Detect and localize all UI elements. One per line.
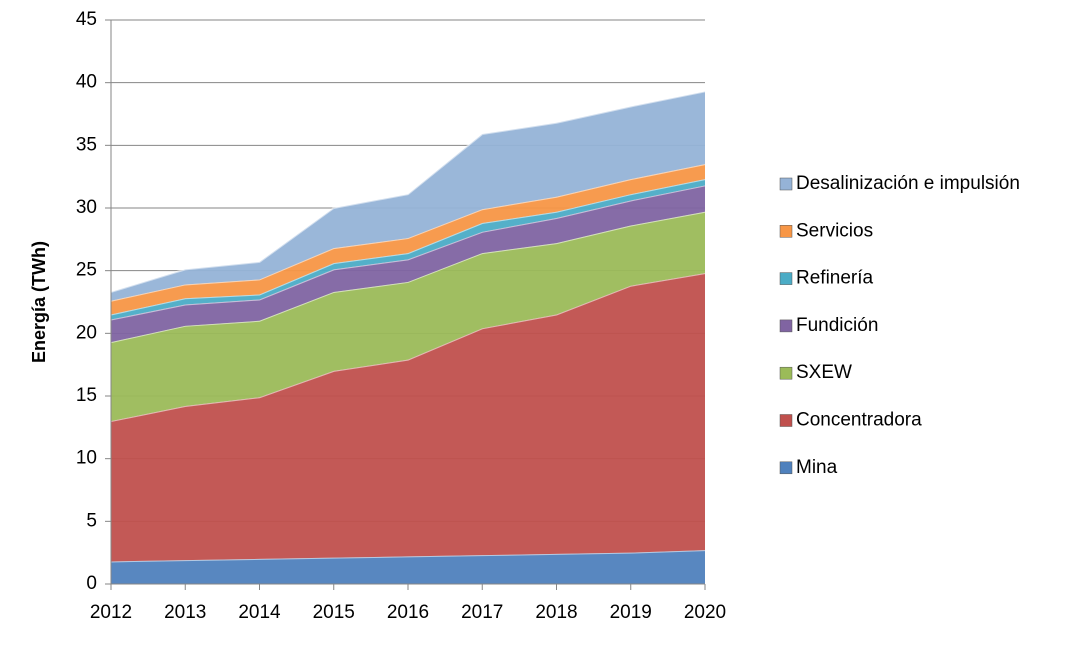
y-tick-label: 10: [76, 448, 97, 469]
x-tick-label: 2017: [461, 602, 503, 623]
legend-label: Servicios: [796, 220, 873, 241]
y-tick-label: 30: [76, 197, 97, 218]
y-tick-label: 15: [76, 385, 97, 406]
y-tick-label: 40: [76, 72, 97, 93]
legend-label: Desalinización e impulsión: [796, 173, 1020, 194]
y-tick-label: 35: [76, 134, 97, 155]
area-top-edge: [110, 90, 706, 293]
area: [111, 273, 705, 562]
area: [111, 91, 705, 301]
x-tick-label: 2015: [313, 602, 355, 623]
area: [111, 211, 705, 422]
area: [111, 164, 705, 315]
y-tick-label: 25: [76, 260, 97, 281]
y-tick-label: 20: [76, 322, 97, 343]
y-axis-label: Energía (TWh): [29, 241, 49, 363]
legend-swatch: [779, 225, 793, 238]
legend-label: Concentradora: [796, 410, 922, 431]
legend-label: Mina: [796, 457, 838, 478]
legend-label: Refinería: [796, 268, 874, 289]
x-tick-label: 2013: [164, 602, 206, 623]
legend-label: SXEW: [796, 362, 852, 383]
legend-swatch: [779, 366, 793, 380]
legend-swatch: [779, 414, 793, 427]
area: [111, 185, 705, 343]
x-tick-label: 2020: [684, 602, 726, 623]
x-tick-label: 2018: [535, 602, 577, 623]
legend-swatch: [779, 272, 793, 285]
x-tick-label: 2019: [610, 602, 652, 623]
legend-swatch: [779, 177, 793, 191]
x-tick-label: 2014: [238, 602, 281, 623]
x-tick-label: 2016: [387, 602, 429, 623]
legend-swatch: [779, 319, 793, 333]
area-top-edge: [110, 549, 706, 563]
area: [111, 179, 705, 320]
area-top-edge: [110, 184, 706, 321]
legend-label: Fundición: [796, 315, 878, 336]
y-tick-label: 5: [86, 510, 97, 531]
y-tick-label: 45: [76, 9, 97, 30]
y-tick-label: 0: [86, 573, 97, 594]
area: [111, 550, 705, 584]
x-tick-label: 2012: [90, 602, 132, 623]
legend-swatch: [779, 461, 793, 475]
